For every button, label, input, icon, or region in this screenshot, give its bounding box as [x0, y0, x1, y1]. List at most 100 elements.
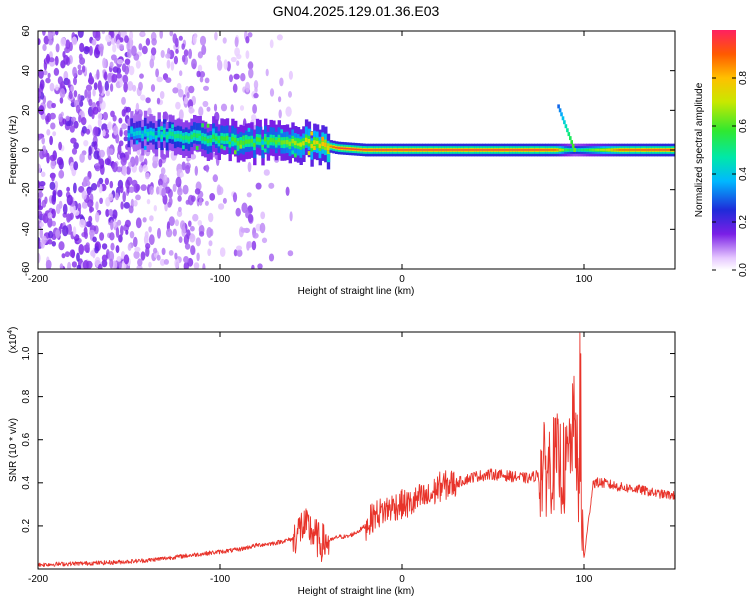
spectrogram-cell [189, 233, 196, 243]
spectrogram-cell [490, 149, 494, 151]
spectrogram-cell [145, 243, 151, 250]
spectrogram-ridge [127, 104, 675, 170]
spectrogram-cell [108, 209, 114, 216]
spectrogram-cell [142, 251, 146, 260]
spectrogram-cell [561, 116, 565, 121]
spectrogram-cell [252, 104, 257, 114]
spectrogram-cell [217, 138, 221, 144]
spectrogram-cell [198, 136, 202, 140]
spectrogram-cell [231, 136, 235, 142]
spectrogram-cell [247, 127, 251, 132]
spectrogram-cell [223, 59, 228, 70]
spectrogram-cell [59, 170, 64, 179]
spectrogram-cell [268, 182, 275, 189]
spectrogram-cell [119, 78, 123, 87]
spectrogram-cell [65, 39, 71, 50]
x-tick-label: -200 [28, 274, 48, 285]
spectrogram-cell [51, 173, 55, 182]
spectrogram-cell [268, 253, 275, 262]
spectrogram-cell [117, 58, 124, 65]
spectrogram-cell [318, 143, 322, 148]
spectrogram-cell [88, 75, 94, 85]
spectrogram-cell [172, 33, 178, 44]
spectrogram-cell [203, 136, 208, 142]
spectrogram-cell [386, 149, 391, 151]
spectrogram-cell [294, 140, 298, 146]
spectrogram-cell [89, 206, 94, 213]
spectrogram-cell [332, 146, 336, 148]
spectrogram-cell [112, 66, 119, 73]
spectrogram-cell [446, 149, 451, 151]
spectrogram-cell [73, 142, 79, 150]
spectrogram-cell [146, 198, 151, 205]
spectrogram-cell [78, 244, 84, 255]
spectrogram-cell [241, 202, 248, 214]
spectrogram-cell [77, 93, 81, 103]
spectrogram-cell [72, 66, 77, 78]
spectrogram-cell [425, 149, 429, 151]
spectrogram-cell [122, 74, 129, 84]
spectrogram-cell [66, 213, 71, 223]
spectrogram-cell [621, 149, 625, 151]
spectrogram-cell [255, 137, 260, 142]
spectrogram-cell [81, 125, 87, 134]
spectrogram-cell [659, 149, 664, 151]
spectrogram-cell [115, 133, 120, 144]
spectrogram-cell [629, 149, 634, 151]
spectrogram-cell [70, 137, 77, 144]
spectrogram-cell [112, 162, 118, 173]
spectrogram-cell [101, 31, 106, 35]
spectrogram-cell [269, 88, 275, 97]
spectrogram-cell [97, 118, 102, 127]
spectrogram-cell [433, 149, 437, 151]
spectrogram-cell [89, 229, 95, 237]
spectrogram-cell [84, 89, 88, 99]
spectrogram-cell [643, 149, 647, 151]
spectrogram-cell [107, 121, 113, 131]
spectrogram-cell [182, 184, 189, 195]
spectrogram-cell [375, 149, 380, 151]
spectrogram-cell [414, 149, 418, 151]
x-tick-label: -100 [210, 574, 230, 585]
spectrogram-cell [133, 200, 138, 207]
spectrogram-cell [104, 158, 111, 166]
spectrogram-cell [160, 50, 165, 58]
spectrogram-cell [49, 181, 56, 191]
spectrogram-cell [83, 176, 90, 182]
spectrogram-cell [436, 149, 440, 151]
spectrogram-cell [109, 232, 115, 241]
spectrogram-cell [635, 149, 639, 151]
spectrogram-cell [93, 126, 99, 136]
spectrogram-cell [156, 97, 161, 105]
spectrogram-cell [134, 155, 139, 166]
spectrogram-cell [179, 134, 183, 139]
spectrogram-cell [280, 140, 284, 145]
spectrogram-cell [302, 141, 306, 146]
spectrogram-cell [197, 64, 203, 73]
spectrogram-cell [99, 197, 103, 204]
spectrogram-cell [526, 149, 530, 151]
spectrogram-cell [195, 146, 199, 150]
spectrogram-cell [197, 51, 203, 59]
spectrogram-cell [406, 149, 410, 151]
spectrogram-cell [198, 197, 203, 206]
snr-y-ticks: 0.2 0.4 0.6 0.8 1.0 [21, 346, 675, 533]
spectrogram-cell [482, 149, 486, 151]
spectrogram-cell [38, 252, 41, 264]
spectrogram-cell [62, 203, 68, 215]
spectrogram-cell [395, 149, 399, 151]
spectrogram-cell [153, 247, 158, 254]
spectrogram-cell [229, 74, 233, 83]
spectrogram-cell [468, 149, 473, 151]
spectrogram-cell [123, 254, 130, 265]
spectrogram-cell [191, 58, 197, 70]
spectrogram-cell [141, 133, 145, 138]
spectrogram-cell [183, 234, 189, 245]
spectrogram-cell [665, 149, 669, 151]
spectrogram-cell [79, 42, 85, 53]
spectrogram-cell [400, 149, 404, 151]
spectrogram-cell [181, 54, 186, 63]
spectrogram-cell [149, 130, 153, 136]
spectrogram-cell [294, 153, 297, 158]
spectrogram-cell [132, 84, 137, 92]
